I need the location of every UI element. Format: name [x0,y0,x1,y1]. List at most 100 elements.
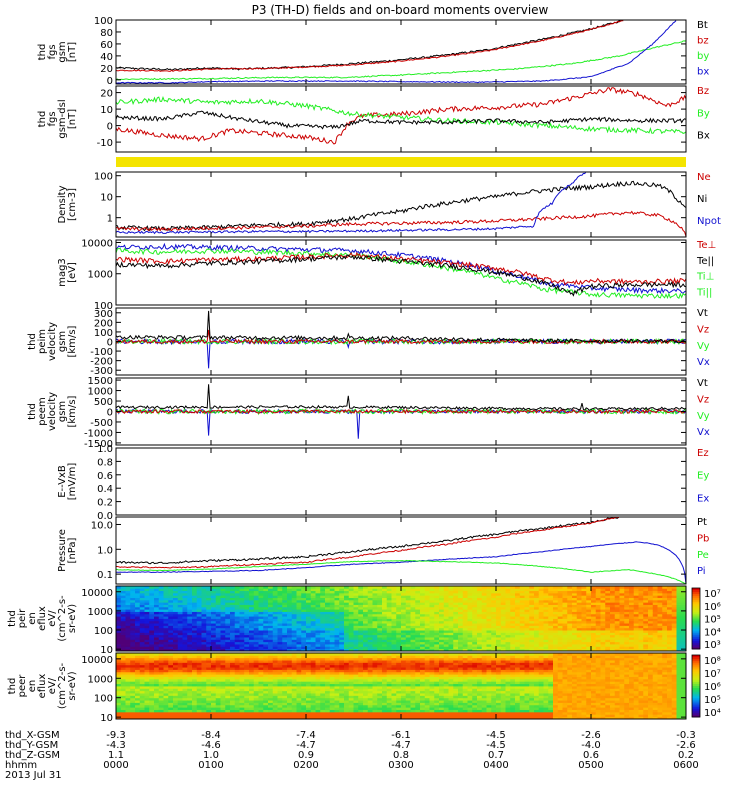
spectrogram-cell [410,648,416,651]
legend-entry: Vt [697,378,708,389]
spectrogram-cell [116,646,122,650]
spectrogram-cell [149,676,155,680]
spectrogram-cell [268,606,274,610]
spectrogram-cell [648,639,654,643]
spectrogram-cell [657,597,663,601]
spectrogram-cell [505,604,511,608]
spectrogram-cell [500,616,506,619]
spectrogram-cell [277,695,283,699]
spectrogram-cell [168,637,174,640]
spectrogram-cell [633,630,639,633]
spectrogram-cell [296,662,302,666]
spectrogram-cell [344,613,350,617]
spectrogram-cell [434,586,440,589]
spectrogram-cell [296,707,302,710]
spectrogram-cell [291,690,297,694]
spectrogram-cell [491,602,497,605]
spectrogram-cell [144,700,150,703]
spectrogram-cell [168,620,174,624]
spectrogram-cell [158,709,164,713]
spectrogram-cell [448,634,454,638]
spectrogram-cell [135,662,141,666]
spectrogram-cell [177,707,183,710]
spectrogram-cell [291,613,297,617]
spectrogram-cell [296,623,302,626]
spectrogram-cell [310,623,316,626]
spectrogram-cell [244,714,250,718]
spectrogram-cell [415,602,421,605]
spectrogram-cell [439,604,445,608]
spectrogram-cell [234,588,240,592]
spectrogram-cell [543,644,549,647]
spectrogram-cell [163,602,169,605]
spectrogram-cell [291,686,297,689]
spectrogram-cell [467,623,473,626]
spectrogram-cell [306,704,312,708]
spectrogram-cell [538,597,544,601]
spectrogram-cell [386,599,392,603]
spectrogram-cell [291,644,297,647]
spectrogram-cell [486,592,492,596]
spectrogram-cell [268,611,274,615]
spectrogram-cell [396,590,402,594]
spectrogram-cell [182,711,188,715]
spectrogram-cell [149,637,155,640]
spectrogram-cell [334,648,340,651]
spectrogram-cell [310,676,316,680]
spectrogram-cell [500,595,506,599]
spectrogram-cell [182,678,188,682]
spectrogram-cell [538,646,544,650]
spectrogram-cell [258,664,264,668]
spectrogram-cell [448,611,454,615]
spectrogram-cell [215,716,221,719]
spectrogram-cell [130,637,136,640]
spectrogram-cell [135,595,141,599]
spectrogram-cell [310,681,316,685]
spectrogram-cell [139,634,145,638]
spectrogram-cell [619,641,625,645]
spectrogram-cell [619,595,625,599]
spectrogram-cell [500,623,506,626]
spectrogram-cell [196,697,202,701]
spectrogram-cell [491,623,497,626]
spectrogram-cell [591,597,597,601]
spectrogram-cell [244,676,250,680]
spectrogram-cell [282,599,288,603]
spectrogram-cell [576,590,582,594]
spectrogram-cell [629,602,635,605]
spectrogram-cell [220,613,226,617]
spectrogram-cell [154,627,160,631]
spectrogram-cell [287,674,293,677]
spectrogram-cell [515,609,521,612]
spectrogram-cell [619,618,625,622]
spectrogram-cell [301,709,307,713]
spectrogram-cell [168,695,174,699]
spectrogram-cell [386,648,392,651]
spectrogram-cell [377,609,383,612]
series-line-Vt [116,384,686,411]
spectrogram-cell [662,602,668,605]
series-line-bx [116,20,677,84]
spectrogram-cell [415,644,421,647]
spectrogram-cell [401,613,407,617]
spectrogram-cell [253,627,259,631]
y-axis-label: [eV] [67,262,78,283]
spectrogram-cell [372,630,378,633]
spectrogram-cell [477,618,483,622]
spectrogram-cell [173,662,179,666]
spectrogram-cell [472,592,478,596]
spectrogram-cell [391,609,397,612]
spectrogram-cell [253,597,259,601]
spectrogram-cell [306,716,312,719]
spectrogram-cell [377,606,383,610]
spectrogram-cell [367,625,373,629]
spectrogram-cell [472,634,478,638]
spectrogram-cell [177,602,183,605]
spectrogram-cell [486,625,492,629]
y-axis-label: gsm [57,331,68,352]
spectrogram-cell [405,639,411,643]
spectrogram-cell [306,637,312,640]
spectrogram-cell [310,595,316,599]
spectrogram-cell [477,602,483,605]
